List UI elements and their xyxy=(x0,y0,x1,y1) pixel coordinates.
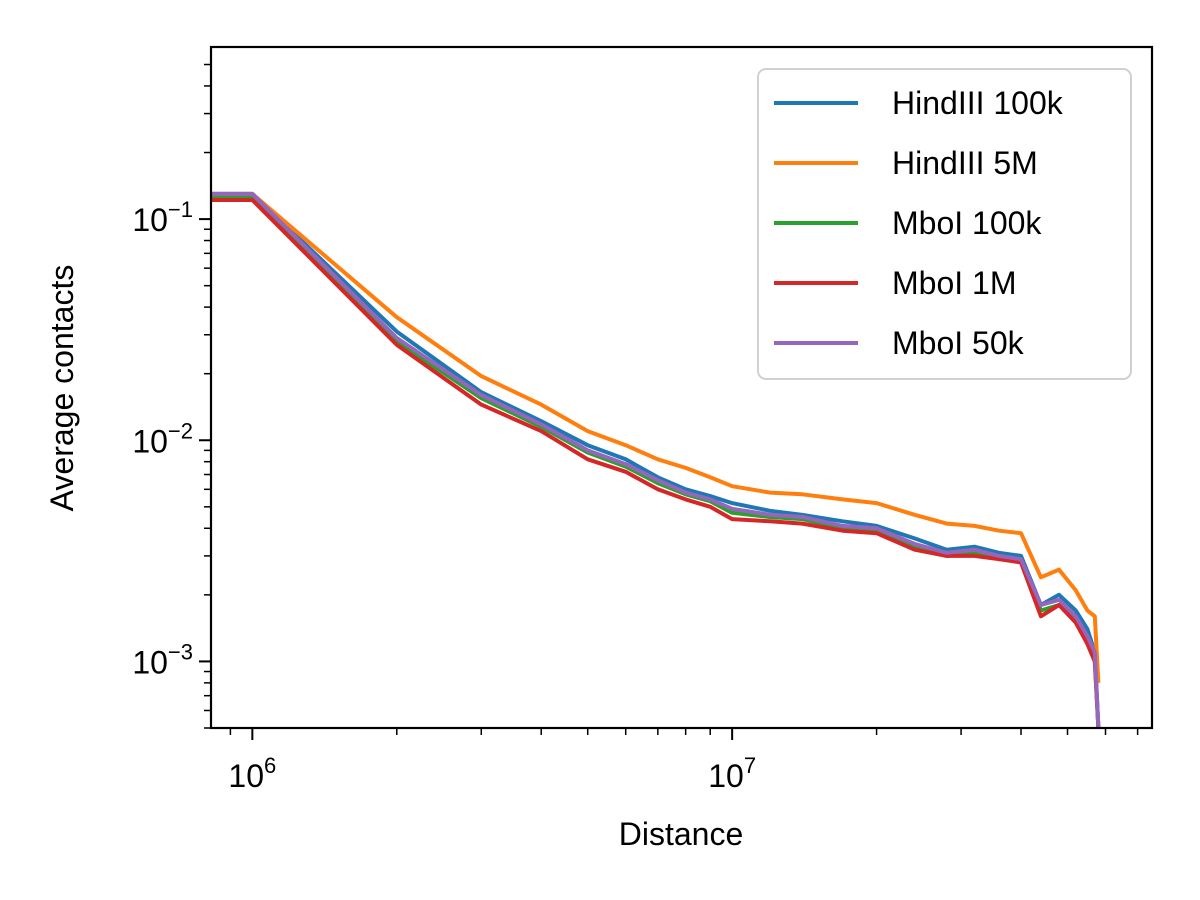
plot-frame xyxy=(209,45,1154,730)
legend-frame xyxy=(757,68,1132,380)
x-axis-label: Distance xyxy=(619,816,744,852)
series-line-3 xyxy=(211,198,1101,729)
legend-label-2: MboI 100k xyxy=(892,205,1042,241)
legend-label-3: MboI 1M xyxy=(892,265,1016,301)
legend: HindIII 100k HindIII 5M MboI 100k MboI 1M Mb… xyxy=(757,68,1132,380)
y-tick-label: 10−1 xyxy=(132,197,193,238)
series-line-4 xyxy=(211,191,1101,729)
series-line-1 xyxy=(211,191,1101,684)
y-tick-label: 10−2 xyxy=(132,418,193,459)
y-axis: 10−1 10−2 10−3 xyxy=(132,63,211,729)
x-tick-label: 107 xyxy=(708,753,756,794)
legend-label-0: HindIII 100k xyxy=(892,85,1064,121)
series-line-0 xyxy=(211,191,1101,729)
y-axis-label: Average contacts xyxy=(44,265,80,512)
legend-label-1: HindIII 5M xyxy=(892,145,1038,181)
x-axis: 106 107 xyxy=(228,728,1139,794)
legend-label-4: MboI 50k xyxy=(892,325,1025,361)
y-tick-label: 10−3 xyxy=(132,639,193,680)
series-layer xyxy=(211,191,1101,729)
x-tick-label: 106 xyxy=(228,753,276,794)
